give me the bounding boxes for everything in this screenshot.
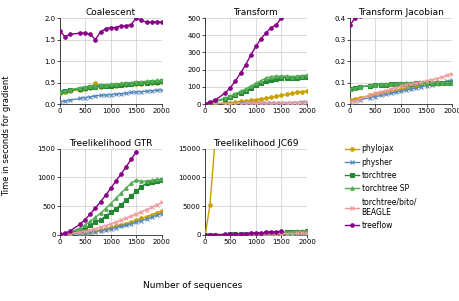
- Title: Coalescent: Coalescent: [86, 8, 136, 17]
- Title: Transform Jacobian: Transform Jacobian: [358, 8, 444, 17]
- Legend: phylojax, physher, torchtree, torchtree SP, torchtree/bito/
BEAGLE, treeflow: phylojax, physher, torchtree, torchtree …: [345, 144, 417, 230]
- Title: Treelikelihood GTR: Treelikelihood GTR: [69, 139, 152, 148]
- Text: Time in seconds for gradient: Time in seconds for gradient: [2, 75, 11, 196]
- Title: Treelikelihood JC69: Treelikelihood JC69: [213, 139, 299, 148]
- Text: Number of sequences: Number of sequences: [143, 281, 242, 290]
- Title: Transform: Transform: [234, 8, 278, 17]
